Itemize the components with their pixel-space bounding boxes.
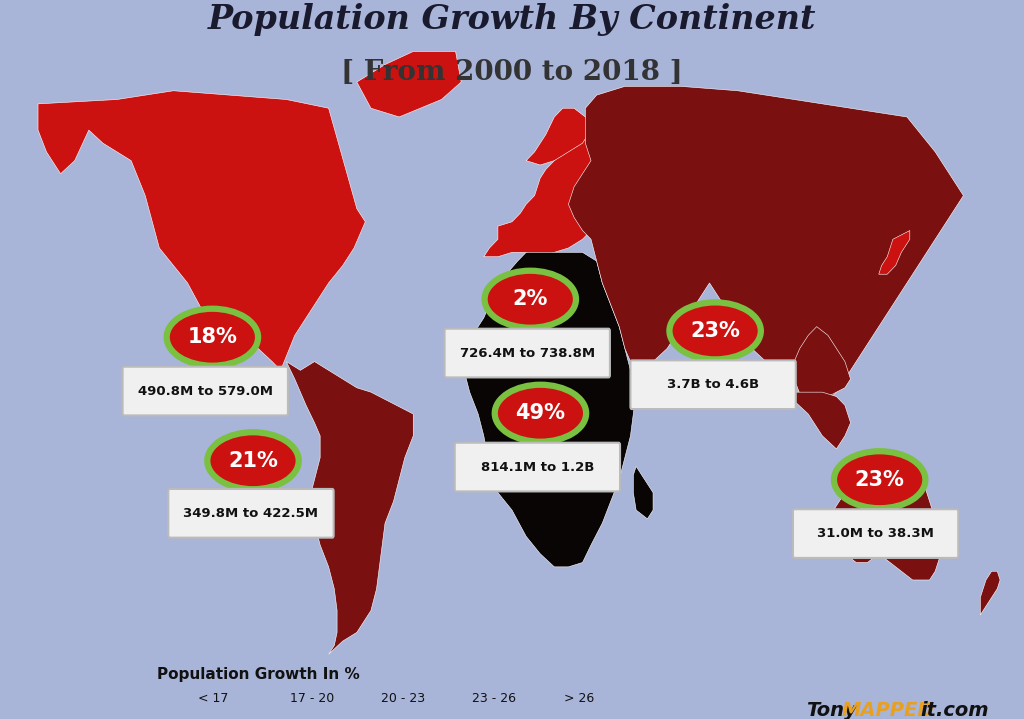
Polygon shape (834, 467, 941, 580)
Text: > 26: > 26 (564, 692, 594, 705)
Text: Population Growth In %: Population Growth In % (157, 667, 359, 682)
FancyBboxPatch shape (168, 489, 334, 538)
Polygon shape (795, 326, 851, 418)
Polygon shape (483, 109, 625, 257)
Ellipse shape (670, 303, 761, 360)
FancyBboxPatch shape (444, 329, 610, 377)
FancyBboxPatch shape (530, 686, 563, 713)
Text: 3.7B to 4.6B: 3.7B to 4.6B (667, 378, 759, 391)
Polygon shape (287, 362, 414, 654)
Text: 21%: 21% (228, 451, 278, 471)
Text: [ From 2000 to 2018 ]: [ From 2000 to 2018 ] (341, 58, 683, 86)
Ellipse shape (484, 271, 575, 328)
Text: 349.8M to 422.5M: 349.8M to 422.5M (183, 507, 318, 520)
Ellipse shape (167, 308, 258, 366)
Text: 23%: 23% (690, 321, 740, 341)
FancyBboxPatch shape (455, 443, 621, 491)
FancyBboxPatch shape (793, 509, 958, 558)
Ellipse shape (834, 452, 926, 508)
Text: MAPPED: MAPPED (842, 702, 935, 719)
Ellipse shape (495, 385, 586, 441)
Text: 23%: 23% (855, 470, 904, 490)
Text: Population Growth By Continent: Population Growth By Continent (208, 4, 816, 37)
FancyBboxPatch shape (631, 360, 796, 409)
FancyBboxPatch shape (165, 686, 198, 713)
Polygon shape (356, 52, 461, 117)
Text: 31.0M to 38.3M: 31.0M to 38.3M (817, 527, 934, 540)
FancyBboxPatch shape (439, 686, 471, 713)
Text: 726.4M to 738.8M: 726.4M to 738.8M (460, 347, 595, 360)
Text: Tony: Tony (807, 702, 857, 719)
FancyBboxPatch shape (347, 686, 380, 713)
Text: 23 - 26: 23 - 26 (472, 692, 516, 705)
FancyBboxPatch shape (256, 686, 289, 713)
Text: 20 - 23: 20 - 23 (381, 692, 425, 705)
Text: 18%: 18% (187, 327, 238, 347)
Text: 17 - 20: 17 - 20 (290, 692, 334, 705)
Polygon shape (461, 252, 636, 567)
Polygon shape (980, 571, 1000, 615)
Text: it.com: it.com (921, 702, 989, 719)
Polygon shape (568, 86, 964, 406)
Polygon shape (879, 231, 909, 274)
Polygon shape (526, 109, 591, 165)
Polygon shape (780, 392, 851, 449)
Text: < 17: < 17 (199, 692, 228, 705)
Text: 490.8M to 579.0M: 490.8M to 579.0M (138, 385, 272, 398)
Ellipse shape (207, 432, 299, 489)
Text: 814.1M to 1.2B: 814.1M to 1.2B (480, 461, 594, 474)
Text: 49%: 49% (515, 403, 565, 423)
FancyBboxPatch shape (123, 367, 288, 416)
Polygon shape (633, 467, 653, 519)
Text: 2%: 2% (513, 289, 548, 309)
Polygon shape (38, 91, 366, 370)
